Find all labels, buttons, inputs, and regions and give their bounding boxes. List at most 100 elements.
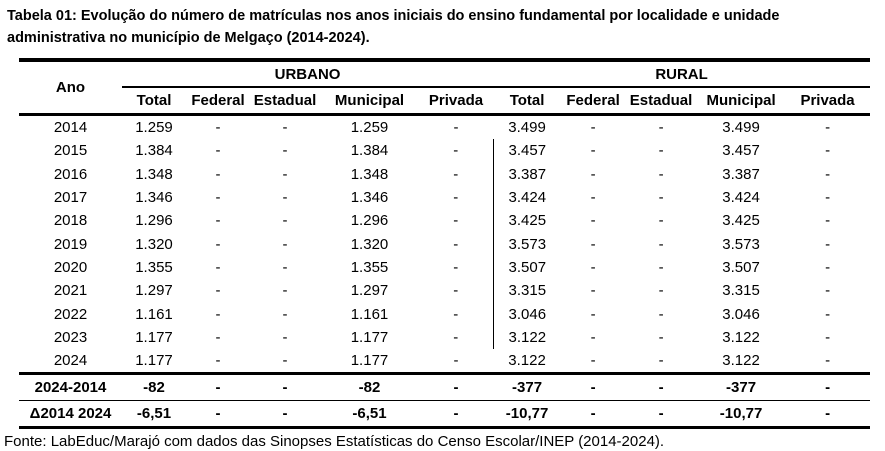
summary-row-difference: 2024-2014 -82- - -82- -377- - -377-: [19, 372, 871, 401]
year-cell: 2018: [53, 212, 88, 230]
table-row-2024: 2024 1.177 - - 1.177 - 3.122 - - 3.122 -: [19, 349, 870, 374]
value-cell: -: [282, 189, 288, 207]
value-cell: -: [590, 352, 596, 370]
value-cell: -: [282, 119, 288, 137]
value-cell: -: [825, 119, 831, 137]
value-cell: -: [658, 165, 664, 183]
value-cell: 3.424: [722, 189, 760, 207]
value-cell: 3.507: [492, 255, 562, 280]
value-cell: 1.348: [350, 165, 389, 183]
summary-value-cell: -: [186, 372, 250, 401]
summary-value-cell: -6,51: [122, 400, 186, 428]
value-cell: -: [825, 212, 831, 230]
value-cell: -: [658, 328, 664, 346]
summary-value-cell: -377: [697, 372, 786, 401]
summary-value-cell: -10,77: [493, 400, 562, 428]
table-row-2021: 2021 1.297 - - 1.297 - 3.315 - - 3.315 -: [19, 279, 870, 303]
table-row-2015: 2015 1.384 - - 1.384 - 3.457 - - 3.457 -: [19, 139, 870, 163]
value-cell: -: [590, 189, 596, 207]
summary-value-cell: -: [625, 400, 698, 428]
table-title: Tabela 01: Evolução do número de matrícu…: [7, 8, 780, 46]
value-cell: -: [453, 212, 459, 230]
table-row-2016: 2016 1.348 - - 1.348 - 3.387 - - 3.387 -: [19, 162, 870, 186]
value-cell: -: [658, 212, 664, 230]
value-cell: 3.046: [492, 302, 562, 326]
value-cell: -: [590, 328, 596, 346]
value-cell: -: [215, 282, 221, 300]
summary-value-cell: -: [625, 372, 698, 401]
summary-value-cell: -82: [320, 372, 419, 401]
value-cell: 3.573: [492, 232, 562, 256]
summary-value-cell: -: [561, 400, 626, 428]
value-cell: -: [658, 235, 664, 253]
value-cell: -: [825, 142, 831, 160]
value-cell: 3.507: [722, 258, 760, 276]
value-cell: -: [215, 189, 221, 207]
value-cell: -: [453, 235, 459, 253]
value-cell: 1.296: [135, 212, 173, 230]
value-cell: -: [215, 352, 221, 370]
value-cell: 1.384: [135, 142, 173, 160]
summary-value-cell: -: [186, 400, 250, 428]
year-cell: 2014: [53, 119, 88, 137]
value-cell: -: [453, 119, 459, 137]
value-cell: 3.425: [722, 212, 760, 230]
year-cell: 2021: [53, 282, 88, 300]
col-header-rural-municipal: Municipal: [697, 87, 786, 116]
value-cell: -: [453, 165, 459, 183]
value-cell: -: [658, 119, 664, 137]
value-cell: 1.177: [350, 328, 389, 346]
value-cell: -: [453, 352, 459, 370]
value-cell: -: [282, 142, 288, 160]
value-cell: 3.046: [722, 305, 760, 323]
value-cell: 3.122: [722, 352, 760, 370]
value-cell: -: [215, 328, 221, 346]
value-cell: -: [590, 258, 596, 276]
col-header-rural-federal: Federal: [561, 87, 626, 116]
value-cell: 3.457: [722, 142, 760, 160]
summary-value-cell: -: [419, 400, 494, 428]
year-cell: 2023: [53, 328, 88, 346]
value-cell: -: [282, 212, 288, 230]
value-cell: 3.122: [492, 325, 562, 349]
value-cell: -: [282, 305, 288, 323]
year-cell: 2020: [53, 258, 88, 276]
value-cell: -: [590, 165, 596, 183]
year-cell: 2022: [53, 305, 88, 323]
table-row-2014: 2014 1.259 - - 1.259 - 3.499 - - 3.499 -: [19, 115, 870, 140]
value-cell: 3.424: [492, 185, 562, 210]
table-row-2019: 2019 1.320 - - 1.320 - 3.573 - - 3.573 -: [19, 232, 870, 256]
value-cell: -: [825, 328, 831, 346]
value-cell: -: [825, 352, 831, 370]
table-row-2023: 2023 1.177 - - 1.177 - 3.122 - - 3.122 -: [19, 325, 870, 349]
value-cell: -: [453, 282, 459, 300]
col-header-urbano-total: Total: [122, 87, 186, 116]
value-cell: -: [825, 235, 831, 253]
value-cell: 3.499: [722, 119, 760, 137]
value-cell: 1.355: [350, 258, 389, 276]
value-cell: -: [215, 212, 221, 230]
value-cell: -: [453, 258, 459, 276]
col-header-rural-privada: Privada: [785, 87, 871, 116]
sub-header-row: Total Federal Estadual Municipal Privada Tota…: [19, 87, 871, 116]
table-row-2020: 2020 1.355 - - 1.355 - 3.507 - - 3.507 -: [19, 255, 870, 280]
value-cell: 1.320: [135, 235, 173, 253]
value-cell: -: [282, 328, 288, 346]
value-cell: 1.384: [350, 142, 389, 160]
value-cell: -: [215, 142, 221, 160]
value-cell: -: [658, 142, 664, 160]
summary-value-cell: -: [785, 400, 871, 428]
table-summary: 2024-2014 -82- - -82- -377- - -377- Δ2014 2024-…: [19, 372, 871, 428]
col-header-rural-estadual: Estadual: [625, 87, 698, 116]
value-cell: 3.315: [492, 279, 562, 303]
value-cell: -: [282, 352, 288, 370]
value-cell: -: [658, 282, 664, 300]
table-row-2022: 2022 1.161 - - 1.161 - 3.046 - - 3.046 -: [19, 302, 870, 326]
summary-row-variation: Δ2014 2024 -6,51- - -6,51- -10,77- - -10,77-: [19, 400, 871, 428]
summary-value-cell: -: [250, 400, 320, 428]
value-cell: -: [215, 119, 221, 137]
summary-value-cell: -: [250, 372, 320, 401]
value-cell: -: [658, 258, 664, 276]
value-cell: -: [825, 258, 831, 276]
col-header-urbano-federal: Federal: [186, 87, 250, 116]
